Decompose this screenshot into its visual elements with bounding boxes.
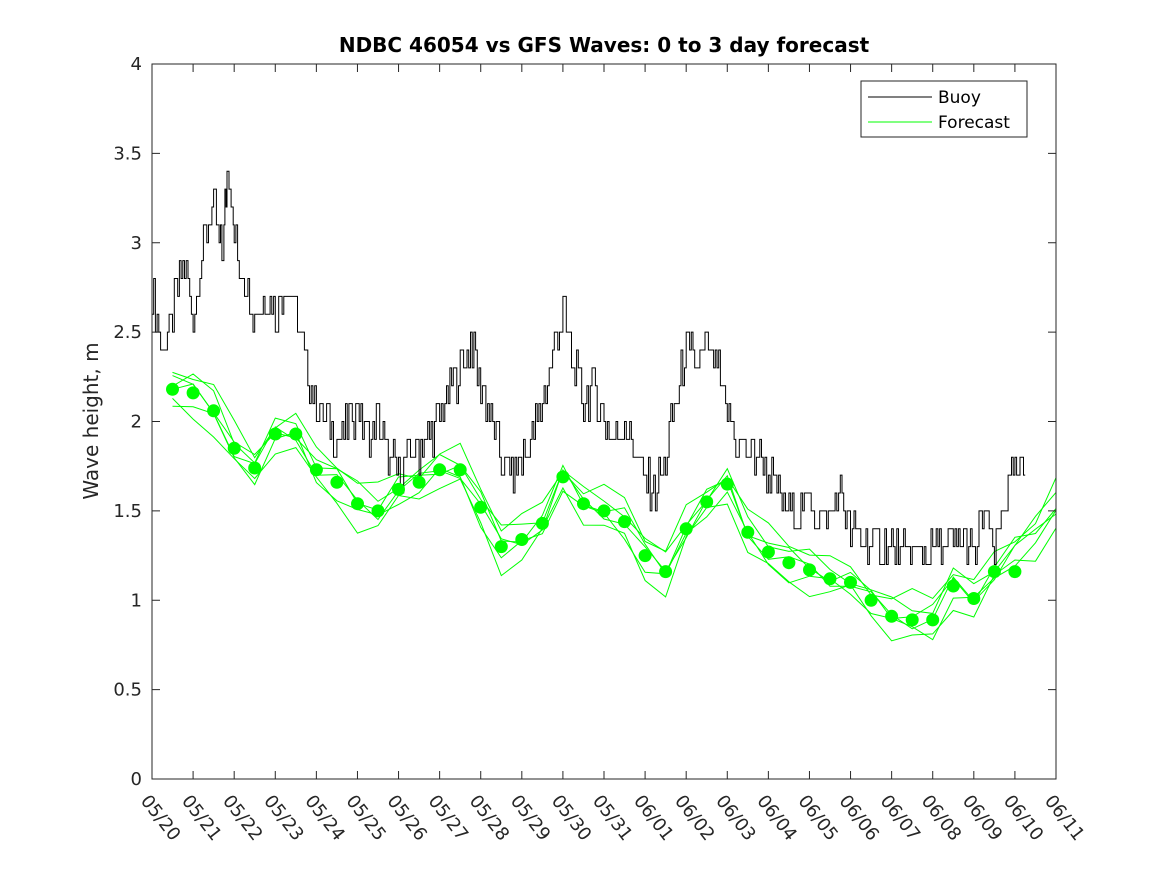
legend-forecast-label: Forecast bbox=[938, 113, 1010, 133]
forecast-marker bbox=[535, 516, 549, 530]
forecast-marker bbox=[186, 386, 200, 400]
forecast-marker bbox=[720, 477, 734, 491]
forecast-marker bbox=[864, 593, 878, 607]
y-tick-label: 4 bbox=[131, 54, 142, 75]
forecast-marker bbox=[987, 565, 1001, 579]
forecast-marker bbox=[412, 475, 426, 489]
y-tick-label: 0.5 bbox=[113, 680, 142, 701]
y-tick-label: 2 bbox=[131, 412, 142, 433]
legend: Buoy Forecast bbox=[860, 80, 1028, 138]
forecast-marker bbox=[885, 609, 899, 623]
forecast-marker bbox=[823, 572, 837, 586]
forecast-marker bbox=[474, 500, 488, 514]
forecast-marker bbox=[844, 575, 857, 589]
forecast-marker bbox=[289, 427, 303, 441]
forecast-marker bbox=[803, 563, 816, 577]
forecast-marker bbox=[577, 497, 590, 511]
forecast-marker bbox=[659, 565, 673, 579]
forecast-marker bbox=[515, 533, 529, 546]
forecast-marker bbox=[700, 495, 714, 509]
y-tick-label: 1 bbox=[131, 590, 142, 611]
legend-buoy-label: Buoy bbox=[938, 88, 981, 108]
y-tick-label: 3.5 bbox=[113, 143, 142, 164]
forecast-marker bbox=[597, 504, 611, 518]
forecast-marker bbox=[967, 592, 981, 605]
forecast-marker bbox=[392, 482, 405, 496]
y-tick-label: 3 bbox=[131, 233, 142, 254]
forecast-marker bbox=[741, 525, 755, 539]
legend-box bbox=[860, 80, 1028, 138]
y-axis-label: Wave height, m bbox=[79, 342, 103, 499]
buoy-line bbox=[152, 170, 1026, 565]
forecast-line-run-5 bbox=[172, 398, 1057, 642]
forecast-marker bbox=[309, 463, 323, 477]
forecast-marker bbox=[453, 463, 467, 477]
y-tick-label: 2.5 bbox=[113, 322, 142, 343]
forecast-marker bbox=[268, 427, 282, 441]
forecast-marker bbox=[638, 549, 652, 563]
buoy-layer bbox=[152, 170, 1026, 565]
forecast-marker bbox=[946, 579, 960, 593]
forecast-marker bbox=[905, 613, 919, 627]
forecast-marker bbox=[618, 515, 631, 529]
forecast-marker bbox=[761, 545, 775, 559]
y-tick-label: 0 bbox=[131, 769, 142, 790]
forecast-marker bbox=[207, 404, 221, 418]
forecast-marker bbox=[926, 613, 940, 627]
y-axis: 0 0.5 1 1.5 2 2.5 3 3.5 4 bbox=[113, 54, 1056, 790]
forecast-marker bbox=[248, 461, 262, 475]
forecast-marker bbox=[782, 556, 796, 570]
forecast-marker bbox=[351, 497, 364, 511]
y-tick-label: 1.5 bbox=[113, 501, 142, 522]
forecast-marker bbox=[166, 382, 179, 396]
forecast-marker bbox=[1008, 565, 1022, 579]
forecast-marker bbox=[227, 441, 241, 455]
forecast-marker bbox=[556, 470, 570, 484]
chart-title: NDBC 46054 vs GFS Waves: 0 to 3 day fore… bbox=[339, 33, 870, 57]
forecast-marker bbox=[330, 475, 344, 489]
forecast-marker bbox=[371, 504, 385, 518]
marker-layer bbox=[166, 382, 1022, 627]
forecast-marker bbox=[494, 540, 508, 554]
forecast-line-run-4 bbox=[172, 371, 1057, 600]
forecast-marker bbox=[433, 463, 447, 477]
forecast-marker bbox=[679, 522, 693, 536]
